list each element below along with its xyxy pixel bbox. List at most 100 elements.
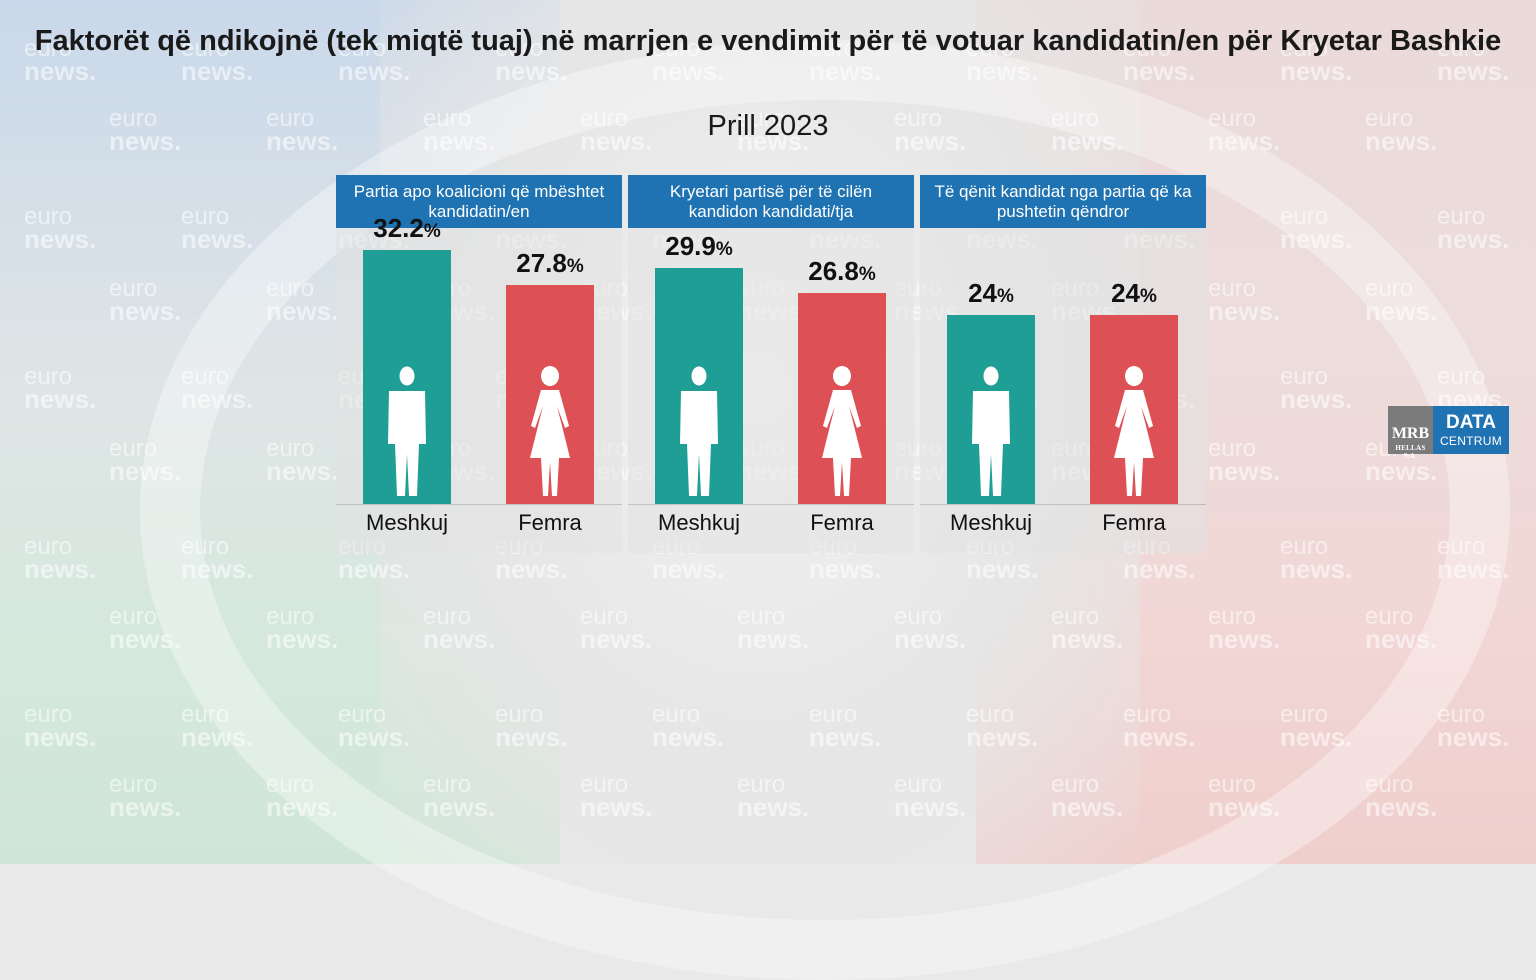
male-figure-icon (680, 366, 718, 496)
bar-female (506, 284, 594, 504)
category-label-male: Meshkuj (366, 510, 448, 535)
baseline (628, 504, 914, 505)
bar-female (1090, 314, 1178, 504)
panel-header: Kryetari partisë për të cilën kandidon k… (628, 175, 914, 228)
plot-area: 24% 24% (920, 228, 1206, 504)
data-centrum-logo: DATA CENTRUM (1433, 406, 1509, 454)
mrb-data-centrum-logo: MRB HELLAS S.A. DATA CENTRUM (1388, 406, 1509, 460)
percent-sign: % (858, 263, 876, 285)
value-label-male: 24% (921, 278, 1061, 309)
value-number: 29.9 (665, 231, 716, 262)
value-label-female: 24% (1064, 278, 1204, 309)
value-number: 24 (1111, 277, 1140, 308)
baseline (336, 504, 622, 505)
category-label-male: Meshkuj (950, 510, 1032, 535)
category-label-female: Femra (810, 510, 874, 535)
bar-female (798, 292, 886, 504)
chart-title: Faktorët që ndikojnë (tek miqtë tuaj) në… (34, 25, 1502, 57)
value-number: 27.8 (516, 247, 567, 278)
panel-header: Partia apo koalicioni që mbështet kandid… (336, 175, 622, 228)
male-figure-icon (972, 366, 1010, 496)
value-number: 32.2 (373, 213, 424, 244)
value-label-female: 27.8% (480, 248, 620, 279)
category-label-female: Femra (518, 510, 582, 535)
value-number: 26.8 (808, 255, 859, 286)
bar-male (655, 268, 743, 504)
percent-sign: % (423, 221, 441, 243)
category-label-female: Femra (1102, 510, 1166, 535)
percent-sign: % (715, 239, 733, 261)
female-figure-icon (530, 366, 570, 496)
female-figure-icon (1114, 366, 1154, 496)
plot-area: 29.9% 26.8% (628, 228, 914, 504)
male-figure-icon (388, 366, 426, 496)
panel-header: Të qënit kandidat nga partia që ka pusht… (920, 175, 1206, 228)
percent-sign: % (566, 255, 584, 277)
female-figure-icon (822, 366, 862, 496)
value-label-male: 32.2% (337, 213, 477, 244)
percent-sign: % (997, 285, 1014, 307)
